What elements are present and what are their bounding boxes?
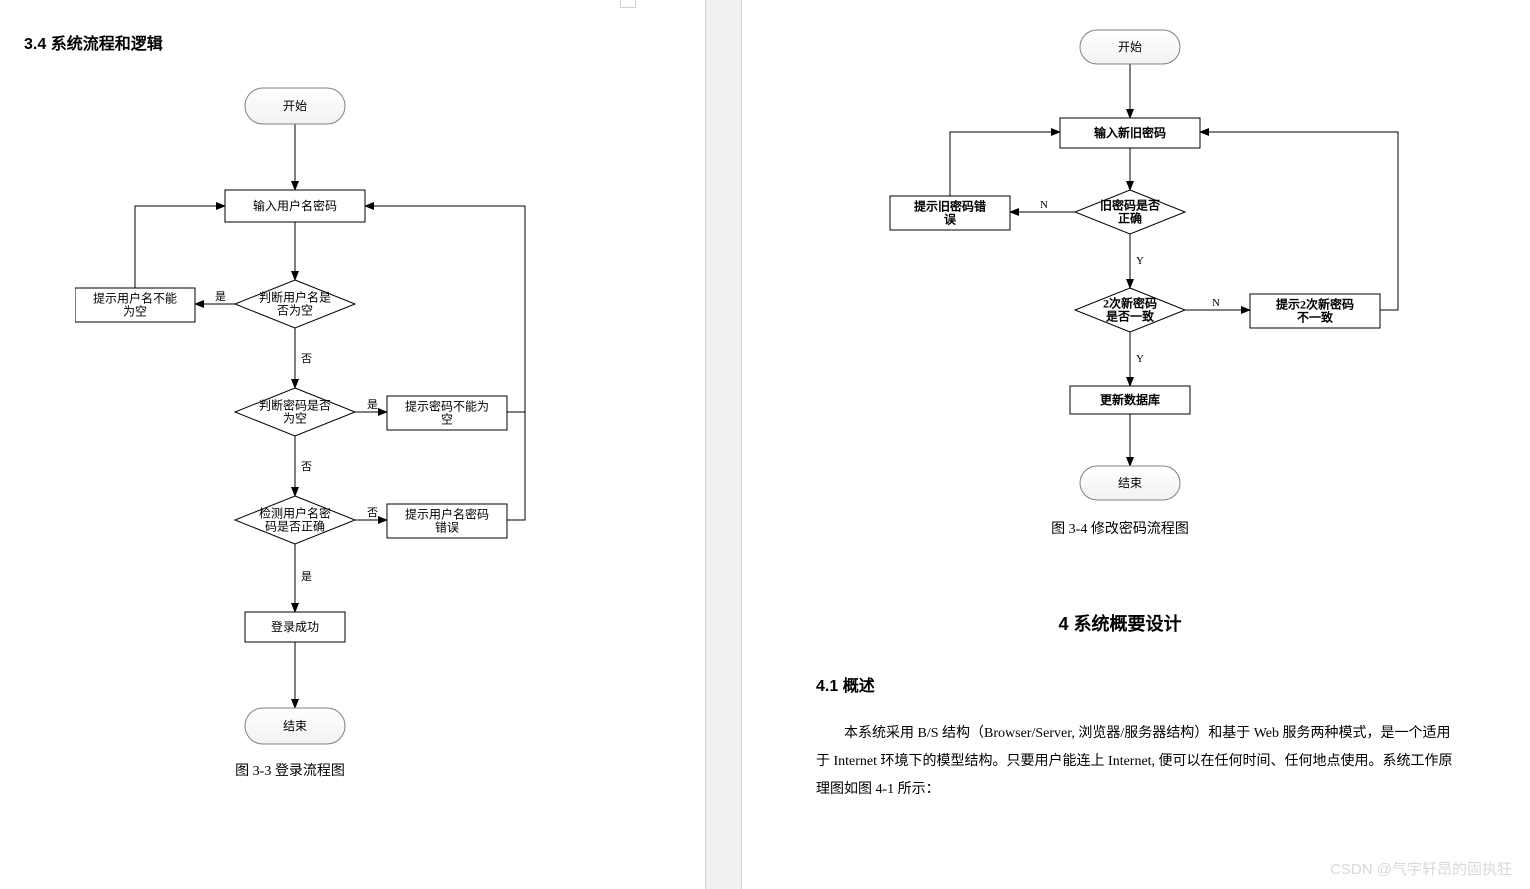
svg-text:N: N: [1212, 297, 1220, 309]
svg-text:输入用户名密码: 输入用户名密码: [253, 198, 337, 213]
svg-text:空: 空: [441, 413, 453, 427]
svg-text:提示旧密码错: 提示旧密码错: [914, 199, 986, 214]
svg-text:错误: 错误: [435, 521, 459, 535]
right-column: N Y N Y 开始输入新旧密码旧密码是否正确 提示旧密码错误 2次新密码是否一致 提示2次新…: [750, 0, 1530, 889]
svg-text:判断密码是否: 判断密码是否: [259, 398, 331, 413]
svg-text:判断用户名是: 判断用户名是: [259, 290, 331, 305]
svg-text:为空: 为空: [283, 412, 307, 426]
section-heading-4-1: 4.1 概述: [816, 672, 875, 696]
svg-text:Y: Y: [1136, 353, 1144, 365]
login-flowchart: 是否是否否是开始输入用户名密码判断用户名是否为空提示用户名不能为空判断密码是否为…: [75, 80, 555, 750]
svg-text:否: 否: [301, 353, 312, 365]
svg-text:是: 是: [367, 398, 378, 411]
body-paragraph-4-1: 本系统采用 B/S 结构（Browser/Server, 浏览器/服务器结构）和…: [816, 720, 1456, 804]
svg-text:输入新旧密码: 输入新旧密码: [1094, 125, 1166, 140]
svg-text:否为空: 否为空: [277, 304, 313, 318]
figure-caption-3-3: 图 3-3 登录流程图: [0, 760, 640, 780]
figure-caption-3-4: 图 3-4 修改密码流程图: [730, 518, 1510, 538]
svg-text:是: 是: [301, 570, 312, 583]
svg-text:码是否正确: 码是否正确: [265, 520, 325, 534]
svg-text:不一致: 不一致: [1297, 310, 1334, 325]
svg-text:Y: Y: [1136, 255, 1144, 267]
svg-text:否: 否: [367, 507, 378, 519]
svg-text:开始: 开始: [1118, 40, 1142, 54]
page-root: 3.4 系统流程和逻辑 是否是否否是开始输入用户名密码判断用户名是否为空提示用户…: [0, 0, 1530, 889]
svg-text:更新数据库: 更新数据库: [1100, 392, 1160, 407]
svg-text:提示密码不能为: 提示密码不能为: [405, 399, 489, 414]
svg-text:提示用户名密码: 提示用户名密码: [405, 507, 489, 522]
section-heading-3-4: 3.4 系统流程和逻辑: [24, 30, 163, 54]
svg-text:误: 误: [944, 213, 957, 227]
svg-text:开始: 开始: [283, 99, 307, 113]
svg-text:旧密码是否: 旧密码是否: [1100, 198, 1160, 213]
svg-text:2次新密码: 2次新密码: [1103, 296, 1157, 311]
svg-text:检测用户名密: 检测用户名密: [259, 506, 331, 521]
svg-text:结束: 结束: [1118, 476, 1142, 490]
svg-text:提示用户名不能: 提示用户名不能: [93, 291, 177, 306]
svg-text:登录成功: 登录成功: [271, 619, 319, 634]
svg-text:为空: 为空: [123, 305, 147, 319]
svg-text:正确: 正确: [1118, 211, 1142, 226]
left-column: 3.4 系统流程和逻辑 是否是否否是开始输入用户名密码判断用户名是否为空提示用户…: [0, 0, 700, 889]
svg-text:是: 是: [215, 290, 226, 303]
csdn-watermark: CSDN @气宇轩昂的固执狂: [1330, 858, 1512, 879]
password-flowchart: N Y N Y 开始输入新旧密码旧密码是否正确 提示旧密码错误 2次新密码是否一致 提示2次新…: [850, 10, 1410, 510]
svg-text:N: N: [1040, 199, 1048, 211]
svg-text:结束: 结束: [283, 719, 307, 733]
svg-text:是否一致: 是否一致: [1105, 309, 1155, 324]
chapter-title-4: 4 系统概要设计: [730, 610, 1510, 636]
page-divider: [705, 0, 742, 889]
svg-text:提示2次新密码: 提示2次新密码: [1276, 297, 1354, 312]
svg-text:否: 否: [301, 461, 312, 473]
